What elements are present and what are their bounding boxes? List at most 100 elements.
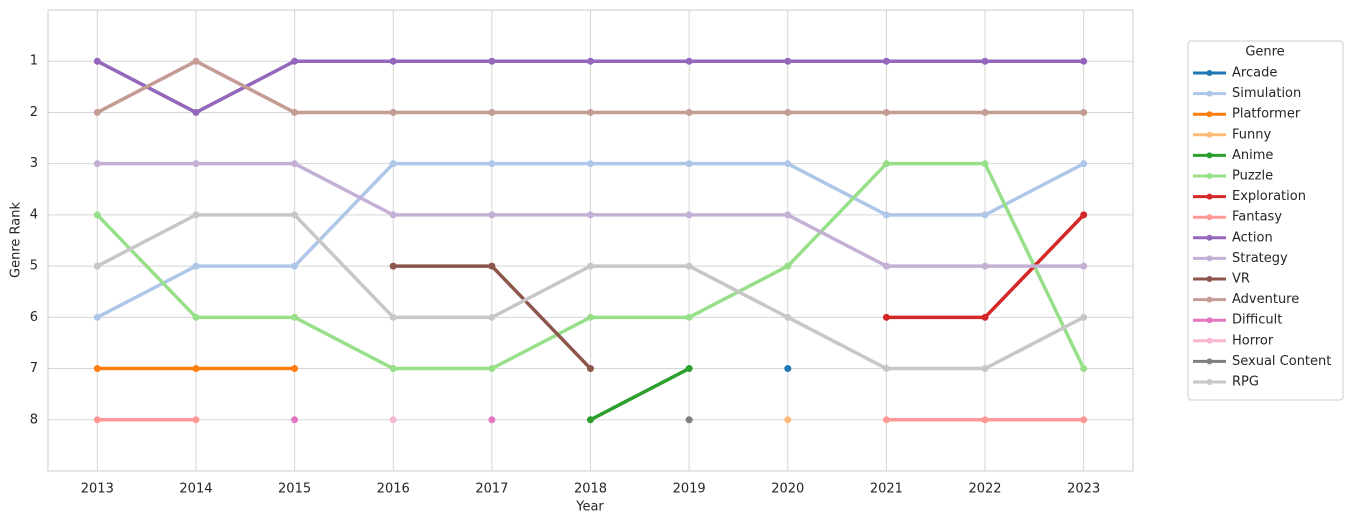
data-point — [882, 313, 890, 321]
data-point — [882, 211, 890, 219]
data-point — [192, 211, 200, 219]
y-tick-label: 6 — [30, 310, 38, 325]
data-point — [685, 211, 693, 219]
y-tick-label: 7 — [30, 361, 38, 376]
legend-label: VR — [1232, 272, 1250, 287]
legend-marker — [1206, 234, 1213, 241]
data-point — [882, 416, 890, 424]
legend-marker — [1206, 193, 1213, 200]
data-point — [882, 57, 890, 65]
data-point — [93, 416, 101, 424]
legend-label: Adventure — [1232, 292, 1299, 307]
data-point — [488, 108, 496, 116]
legend-label: Arcade — [1232, 66, 1277, 81]
data-point — [389, 211, 397, 219]
data-point — [192, 160, 200, 168]
data-point — [784, 211, 792, 219]
data-point — [1080, 57, 1088, 65]
legend-label: Platformer — [1232, 107, 1301, 122]
data-point — [784, 160, 792, 168]
y-tick-label: 4 — [30, 207, 38, 222]
data-point — [192, 57, 200, 65]
data-point — [685, 160, 693, 168]
y-axis-label: Genre Rank — [9, 202, 24, 278]
data-point — [587, 211, 594, 219]
data-point — [587, 108, 594, 116]
y-tick-label: 1 — [30, 54, 38, 69]
legend-box — [1187, 40, 1344, 401]
data-point — [93, 262, 101, 270]
legend-label: Puzzle — [1232, 169, 1273, 184]
data-point — [685, 262, 693, 270]
data-point — [685, 108, 693, 116]
data-point — [192, 313, 200, 321]
data-point — [192, 108, 200, 116]
x-tick-label: 2022 — [968, 482, 1001, 497]
legend-label: Horror — [1232, 333, 1274, 348]
legend-marker — [1206, 296, 1213, 303]
legend-marker — [1206, 70, 1213, 76]
data-point — [291, 57, 299, 65]
data-point — [685, 313, 693, 321]
legend-marker — [1206, 173, 1213, 179]
data-point — [981, 160, 989, 168]
data-point — [685, 365, 693, 373]
data-point — [1080, 160, 1088, 168]
legend-label: Sexual Content — [1232, 354, 1331, 369]
data-point — [784, 262, 792, 270]
data-point — [291, 160, 299, 168]
data-point — [981, 262, 989, 270]
data-point — [587, 57, 594, 65]
data-point — [291, 108, 299, 116]
legend-label: Funny — [1232, 127, 1271, 142]
legend-label: Difficult — [1232, 313, 1282, 328]
x-tick-label: 2016 — [377, 482, 410, 497]
data-point — [93, 160, 101, 168]
data-point — [488, 211, 496, 219]
data-point — [1080, 262, 1088, 270]
data-point — [291, 262, 299, 270]
legend-label: Fantasy — [1232, 210, 1282, 225]
data-point — [981, 108, 989, 116]
data-point — [192, 416, 200, 424]
x-tick-label: 2014 — [179, 482, 212, 497]
x-tick-label: 2018 — [574, 482, 607, 497]
data-point — [93, 108, 101, 116]
legend-marker — [1206, 131, 1213, 138]
data-point — [488, 313, 496, 321]
data-point — [981, 365, 989, 373]
data-point — [685, 57, 693, 65]
y-tick-label: 3 — [30, 156, 38, 171]
data-point — [192, 365, 200, 373]
data-point — [587, 160, 594, 168]
data-point — [882, 262, 890, 270]
data-point — [291, 211, 299, 219]
data-point — [1080, 416, 1088, 424]
data-point — [389, 365, 397, 373]
legend-marker — [1206, 379, 1213, 385]
data-point — [291, 313, 299, 321]
data-point — [488, 262, 496, 270]
data-point — [784, 416, 792, 424]
data-point — [488, 57, 496, 65]
x-tick-label: 2015 — [278, 482, 311, 497]
data-point — [291, 365, 299, 373]
data-point — [784, 365, 792, 373]
legend-marker — [1206, 358, 1213, 365]
data-point — [1080, 211, 1088, 219]
x-tick-label: 2023 — [1067, 482, 1100, 497]
legend-title: Genre — [1245, 45, 1284, 60]
data-point — [981, 211, 989, 219]
data-point — [93, 57, 101, 65]
data-point — [389, 416, 397, 424]
legend-marker — [1206, 90, 1213, 97]
data-point — [488, 365, 496, 373]
data-point — [389, 160, 397, 168]
data-point — [192, 262, 200, 270]
data-point — [93, 211, 101, 219]
data-point — [389, 262, 397, 270]
data-point — [587, 313, 594, 321]
legend-marker — [1206, 337, 1213, 344]
data-point — [685, 416, 693, 424]
